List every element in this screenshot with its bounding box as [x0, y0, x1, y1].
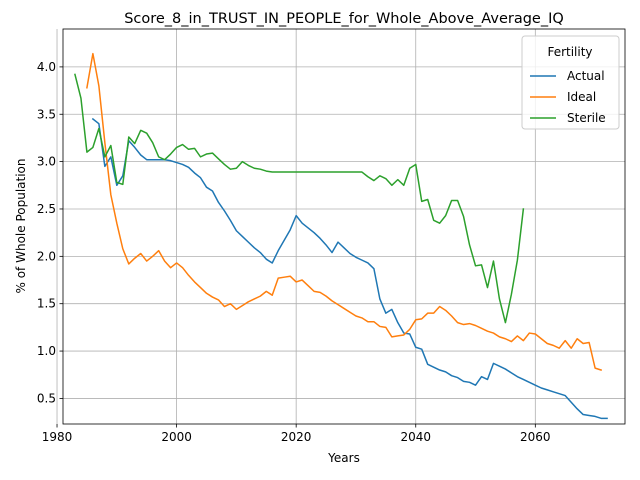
legend-label-actual: Actual	[567, 69, 605, 83]
y-tick-label: 3.5	[37, 107, 56, 121]
x-tick-label: 2020	[281, 430, 312, 444]
y-tick-label: 4.0	[37, 60, 56, 74]
legend-box	[521, 35, 620, 130]
chart-title: Score_8_in_TRUST_IN_PEOPLE_for_Whole_Abo…	[124, 11, 564, 27]
legend-title: Fertility	[547, 45, 592, 59]
y-tick-label: 3.0	[37, 155, 56, 169]
y-tick-label: 2.0	[37, 249, 56, 263]
grid	[56, 29, 625, 424]
x-tick-label: 2060	[520, 430, 551, 444]
x-axis-label: Years	[327, 451, 360, 465]
plot-frame	[62, 28, 626, 425]
series-line-actual	[91, 117, 608, 420]
x-tick-label: 1980	[42, 430, 73, 444]
y-tick-label: 1.0	[37, 344, 56, 358]
x-axis-ticks: 1980 2000 2020 2040 2060	[42, 424, 551, 444]
y-tick-label: 2.5	[37, 202, 56, 216]
y-axis-ticks: 0.5 1.0 1.5 2.0 2.5 3.0 3.5 4.0	[37, 60, 63, 405]
y-tick-label: 1.5	[37, 297, 56, 311]
legend-label-ideal: Ideal	[567, 90, 596, 104]
series-lines	[74, 52, 608, 420]
series-line-sterile	[74, 73, 525, 324]
series-line-ideal	[86, 52, 603, 371]
x-tick-label: 2000	[161, 430, 192, 444]
y-tick-label: 0.5	[37, 391, 56, 405]
y-axis-label: % of Whole Population	[14, 159, 28, 294]
x-tick-label: 2040	[400, 430, 431, 444]
legend-label-sterile: Sterile	[567, 111, 606, 125]
legend: Fertility Actual Ideal Sterile	[521, 35, 620, 130]
